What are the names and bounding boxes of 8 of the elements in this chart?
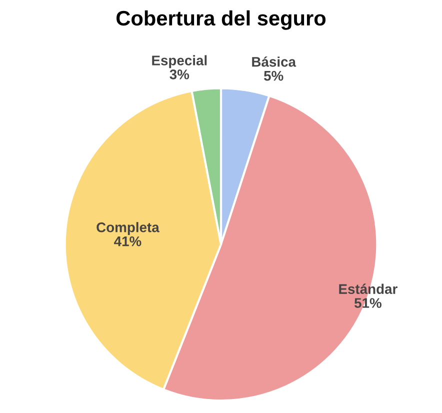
data-label: 5% bbox=[264, 70, 284, 81]
data-label: 51% bbox=[354, 298, 382, 308]
chart-title: Cobertura del seguro bbox=[116, 10, 326, 30]
data-label: 3% bbox=[170, 70, 190, 80]
data-label: 41% bbox=[114, 236, 142, 246]
slice-label: Completa bbox=[96, 222, 160, 236]
slice-label: Básica bbox=[252, 56, 296, 67]
slice-label: Especial bbox=[152, 55, 207, 68]
